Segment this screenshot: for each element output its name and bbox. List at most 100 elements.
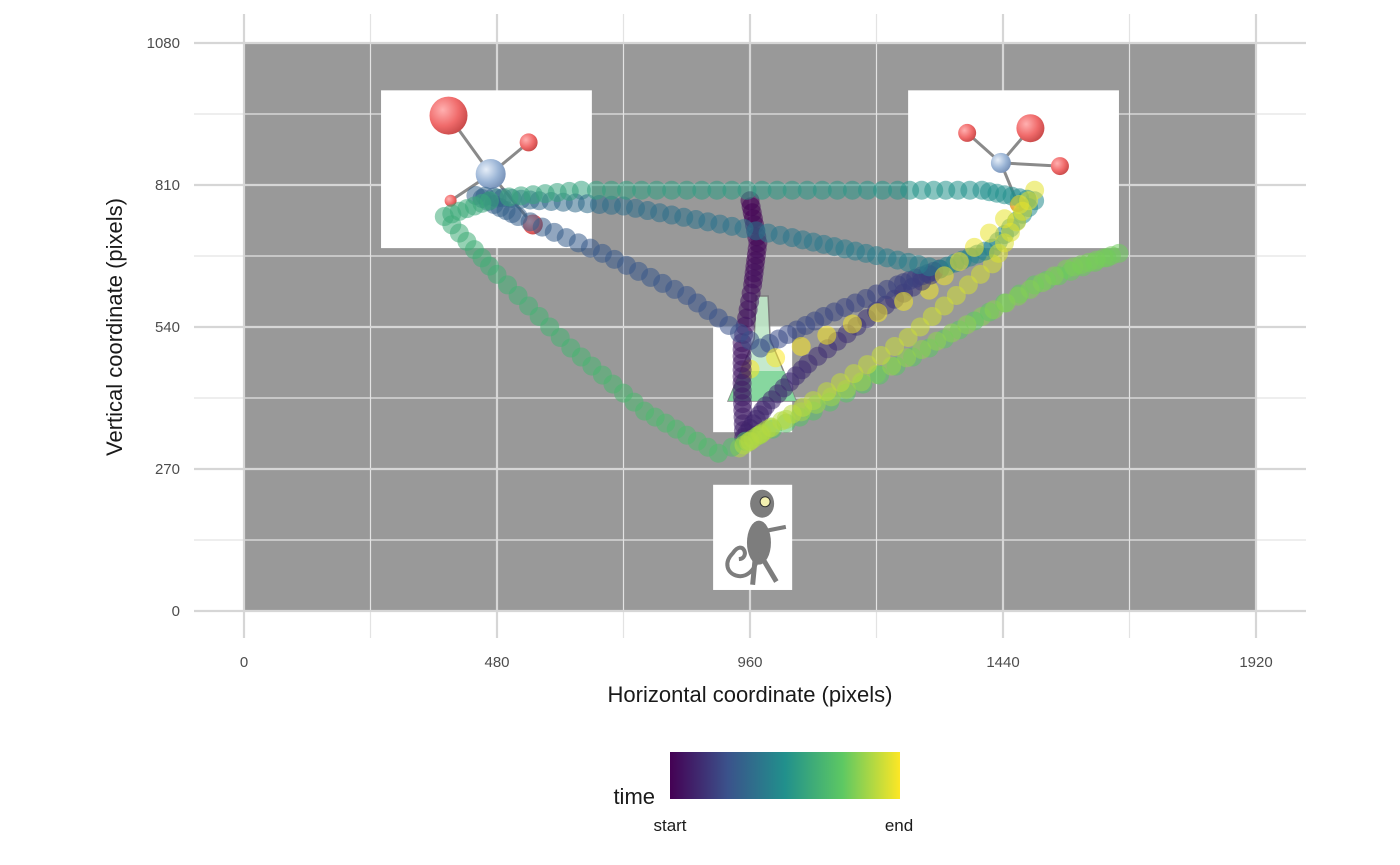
gaze-sample [687,293,707,313]
gaze-sample [845,241,865,261]
gaze-sample [927,331,947,351]
gaze-sample [912,340,932,360]
gaze-sample [979,182,999,202]
gaze-sample [979,223,999,243]
gaze-sample [919,257,939,277]
x-tick-label: 0 [240,654,248,671]
gaze-sample [934,266,954,286]
gaze-sample [617,180,637,200]
stimulus-images [381,90,1119,590]
gaze-sample [760,334,780,354]
gaze-sample [873,180,893,200]
gaze-sample [791,337,811,357]
gaze-sample [662,180,682,200]
gaze-sample [604,249,624,269]
gaze-sample [897,348,917,368]
x-tick-label: 1440 [986,654,1019,671]
gaze-sample [499,187,519,207]
molecule-atom [429,96,468,135]
gaze-point [782,180,802,200]
gaze-point [677,180,697,200]
gaze-sample [900,180,920,200]
gaze-sample [770,225,790,245]
gaze-sample [624,392,644,412]
gaze-sample [766,348,786,368]
gaze-sample [844,364,864,384]
gaze-sample [797,180,817,200]
gaze-sample [792,360,812,380]
gaze-sample [722,180,742,200]
gaze-sample [871,346,891,366]
y-tick-label: 810 [155,177,180,194]
molecule-atom [958,123,977,142]
gaze-sample [949,252,969,272]
gaze-sample [817,382,837,402]
gaze-sample [995,209,1015,229]
gaze-sample [970,264,990,284]
gaze-sample [793,397,813,417]
gaze-sample [894,291,914,311]
monkey-tail [725,545,761,579]
gaze-sample [812,180,832,200]
gaze-sample [752,180,772,200]
gaze-sample [586,180,606,200]
gaze-sample [707,180,727,200]
molecule-atom [519,133,538,152]
molecule-left-icon [381,90,592,249]
y-axis-title: Vertical coordinate (pixels) [102,198,127,456]
monkey-body [746,520,771,565]
gaze-sample [868,303,888,323]
gaze-sample [647,180,667,200]
gaze-sample [964,237,984,257]
molecule-center-atom [990,152,1011,173]
molecule-atom [1016,114,1045,143]
gaze-sample [827,180,847,200]
y-axis-ticks: 0 270 540 810 1080 [147,35,180,620]
gaze-sample [601,195,621,215]
gaze-sample [520,212,540,232]
y-tick-label: 270 [155,461,180,478]
gaze-sample [732,373,752,393]
gaze-sample [984,300,1004,320]
monkey-icon [713,484,793,590]
legend-title: time [613,784,655,809]
monkey-arm [766,524,787,533]
gaze-sample [479,256,499,276]
gaze-sample [942,323,962,343]
gaze-points [434,180,1129,463]
y-tick-label: 540 [155,319,180,336]
y-tick-label: 0 [172,603,180,620]
time-legend: time start end [613,752,913,835]
x-axis-title: Horizontal coordinate (pixels) [608,682,893,707]
gaze-sample [1010,195,1030,215]
gaze-sample [737,180,757,200]
gaze-sample [692,180,712,200]
molecule-center-atom [475,158,506,189]
gaze-sample [857,355,877,375]
gaze-sample [698,437,718,457]
gaze-sample [842,180,862,200]
x-axis-ticks: 0 480 960 1440 1920 [240,654,1273,671]
monkey-eye [759,496,771,508]
gaze-sample [842,314,862,334]
legend-colorbar [670,752,900,799]
gaze-sample [632,180,652,200]
molecule-atom [1050,157,1069,176]
gaze-sample [550,328,570,348]
monkey-leg [761,559,779,583]
gaze-sample [767,180,787,200]
gaze-sample [817,325,837,345]
legend-start-label: start [653,816,686,835]
gaze-sample [601,180,621,200]
gaze-sample [885,337,905,357]
gaze-sample [957,315,977,335]
x-tick-label: 1920 [1239,654,1272,671]
y-tick-label: 1080 [147,35,180,52]
gaze-sample [743,269,763,289]
gaze-sample [857,180,877,200]
gaze-sample [824,302,844,322]
legend-end-label: end [885,816,913,835]
gaze-sample [686,210,706,230]
gaze-sample [894,273,914,293]
